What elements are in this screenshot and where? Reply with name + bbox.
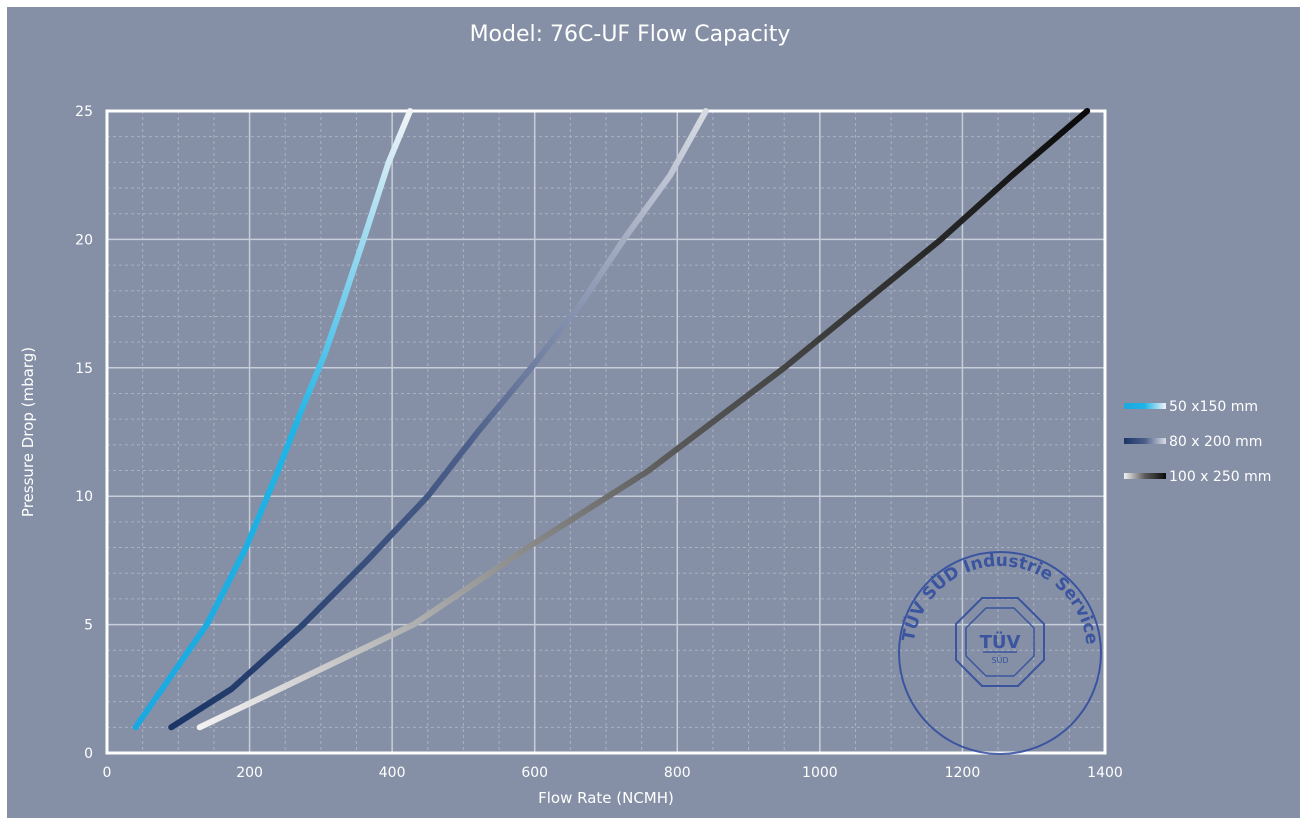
tuv-stamp: TÜV SÜD Industrie Service GmbH TÜV SÜD [7, 7, 1102, 755]
y-tick-label: 0 [84, 746, 93, 762]
legend-swatch-2 [1124, 438, 1166, 444]
legend: 50 x150 mm 80 x 200 mm 100 x 250 mm [1124, 399, 1271, 485]
stamp-octagon [955, 597, 1045, 687]
series-line-3 [196, 108, 1091, 731]
stamp-text: TÜV SÜD Industrie Service GmbH [7, 7, 1102, 651]
chart-title: Model: 76C-UF Flow Capacity [470, 22, 791, 47]
stamp-logo: TÜV [980, 631, 1021, 653]
stamp-inner-octagon [965, 607, 1035, 677]
x-tick-label: 0 [103, 765, 112, 781]
x-tick-label: 200 [236, 765, 263, 781]
data-series [132, 108, 1091, 731]
x-tick-label: 1200 [945, 765, 981, 781]
legend-label-3: 100 x 250 mm [1169, 469, 1271, 485]
chart-frame: Model: 76C-UF Flow Capacity 0 200 400 600 80… [7, 7, 1300, 818]
legend-label-1: 50 x150 mm [1169, 399, 1258, 415]
legend-swatch-3 [1124, 473, 1166, 479]
x-tick-label: 1400 [1087, 765, 1123, 781]
x-axis-title: Flow Rate (NCMH) [538, 789, 674, 807]
plot-border [105, 109, 1107, 755]
stamp-outer-ring [898, 551, 1102, 755]
y-tick-label: 15 [75, 361, 93, 377]
x-tick-label: 800 [664, 765, 691, 781]
y-tick-label: 5 [84, 618, 93, 634]
series-line-1 [132, 108, 413, 731]
x-tick-label: 1000 [802, 765, 838, 781]
stamp-sub: SÜD [991, 655, 1008, 665]
legend-swatch-1 [1124, 403, 1166, 409]
axes: 0 200 400 600 800 1000 1200 1400 0 5 10 15 20 25 Flow … [19, 104, 1123, 807]
series-line-2 [168, 108, 709, 731]
legend-label-2: 80 x 200 mm [1169, 434, 1262, 450]
flow-capacity-chart: Model: 76C-UF Flow Capacity 0 200 400 600 80… [7, 7, 1271, 807]
y-tick-label: 10 [75, 489, 93, 505]
x-tick-label: 600 [521, 765, 548, 781]
y-tick-label: 25 [75, 104, 93, 120]
y-axis-title: Pressure Drop (mbarg) [19, 347, 37, 517]
x-tick-label: 400 [379, 765, 406, 781]
y-tick-label: 20 [75, 232, 93, 248]
